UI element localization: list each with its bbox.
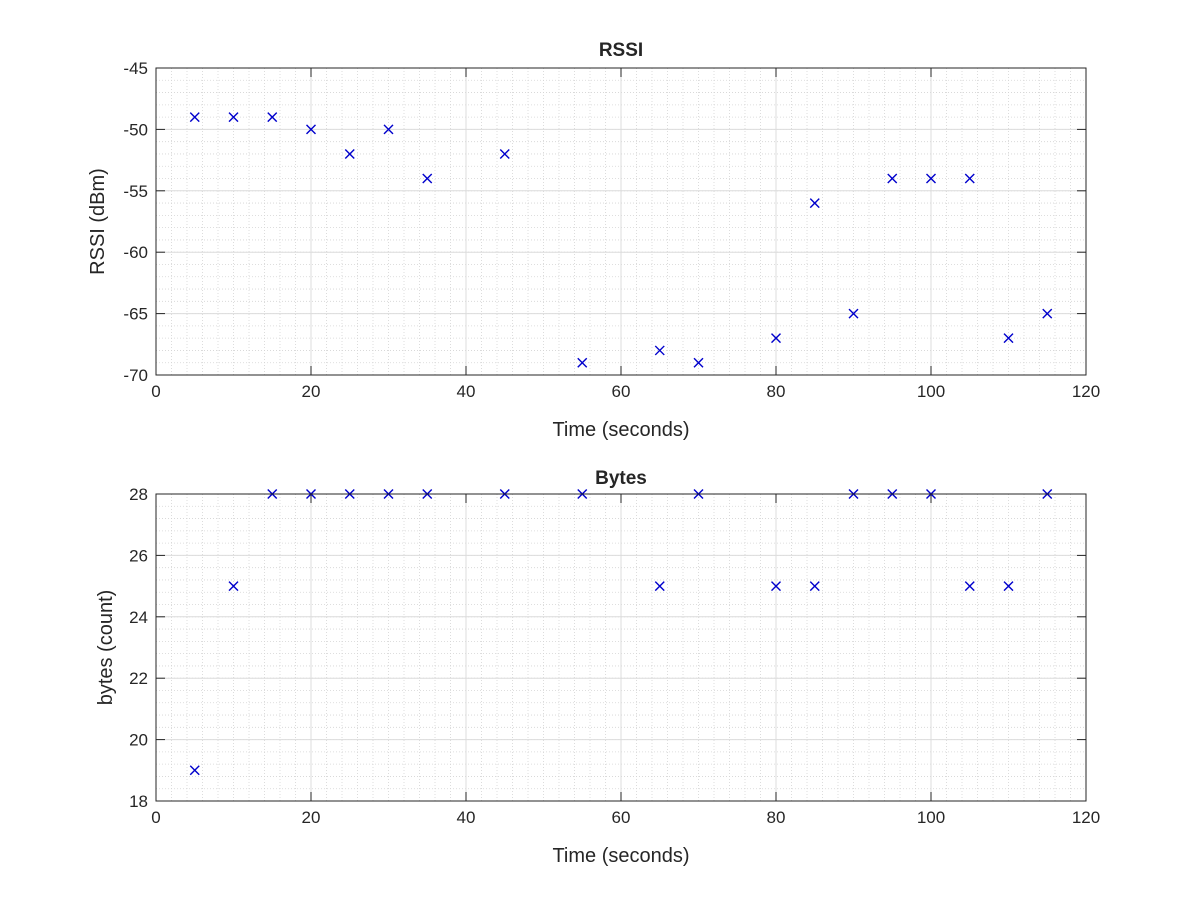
rssi-marker-stroke (189, 112, 200, 123)
bytes-data-point (654, 581, 665, 592)
rssi-data-point (964, 173, 975, 184)
rssi-y-tick-label: -60 (123, 243, 148, 262)
rssi-axes: 0 20 40 60 80 100 120 -70 -65 -60 -55 -50 -45 RSSI T… (87, 40, 1100, 441)
bytes-chart-title: Bytes (595, 468, 647, 489)
rssi-x-tick-label: 80 (767, 382, 786, 401)
rssi-ticks (155, 67, 1087, 376)
bytes-axes: 0 20 40 60 80 100 120 18 20 22 24 26 28 Bytes Time (… (95, 468, 1100, 867)
rssi-data-point (1042, 308, 1053, 319)
bytes-marker-stroke (771, 581, 781, 592)
rssi-x-tick-label: 60 (612, 382, 631, 401)
rssi-points (189, 112, 1053, 368)
rssi-marker-stroke (422, 173, 433, 184)
bytes-marker-stroke (809, 581, 820, 592)
bytes-y-tick-label: 24 (129, 608, 148, 627)
rssi-data-point (577, 357, 588, 368)
rssi-y-tick-label: -55 (123, 182, 148, 201)
bytes-ticks (155, 493, 1087, 802)
rssi-marker-stroke (848, 308, 859, 319)
rssi-y-tick-label: -45 (123, 59, 148, 78)
rssi-data-point (499, 148, 510, 159)
rssi-x-axis-label: Time (seconds) (552, 419, 689, 441)
rssi-marker-stroke (383, 124, 394, 135)
rssi-grid (155, 67, 1087, 376)
rssi-x-tick-label: 0 (151, 382, 160, 401)
rssi-data-point (926, 173, 936, 184)
bytes-y-tick-label: 26 (129, 546, 148, 565)
bytes-x-tick-label: 60 (612, 808, 631, 827)
rssi-data-point (1003, 333, 1014, 344)
bytes-data-point (189, 765, 200, 776)
rssi-data-point (383, 124, 394, 135)
rssi-marker-stroke (771, 333, 781, 344)
bytes-x-axis-label: Time (seconds) (552, 845, 689, 867)
bytes-data-point (809, 581, 820, 592)
rssi-marker-stroke (267, 112, 278, 123)
rssi-y-tick-label: -70 (123, 366, 148, 385)
bytes-tick-labels: 0 20 40 60 80 100 120 18 20 22 24 26 28 (129, 485, 1100, 827)
bytes-x-tick-label: 100 (917, 808, 945, 827)
rssi-x-tick-label: 40 (457, 382, 476, 401)
rssi-data-point (848, 308, 859, 319)
rssi-chart-title: RSSI (599, 40, 643, 61)
rssi-tick-labels: 0 20 40 60 80 100 120 -70 -65 -60 -55 -50 -45 (123, 59, 1100, 401)
bytes-grid (155, 493, 1087, 802)
rssi-data-point (306, 124, 316, 135)
bytes-y-tick-label: 22 (129, 669, 148, 688)
bytes-marker-stroke (964, 581, 975, 592)
bytes-data-point (1003, 581, 1014, 592)
bytes-marker-stroke (189, 765, 200, 776)
bytes-marker-stroke (1003, 581, 1014, 592)
rssi-x-tick-label: 20 (302, 382, 321, 401)
rssi-marker-stroke (809, 198, 820, 209)
rssi-marker-stroke (228, 112, 239, 123)
rssi-marker-stroke (499, 148, 510, 159)
rssi-y-tick-label: -65 (123, 305, 148, 324)
rssi-data-point (887, 173, 898, 184)
bytes-x-tick-label: 80 (767, 808, 786, 827)
bytes-y-tick-label: 18 (129, 792, 148, 811)
rssi-data-point (693, 357, 704, 368)
rssi-data-point (189, 112, 200, 123)
rssi-data-point (809, 198, 820, 209)
bytes-y-tick-label: 20 (129, 731, 148, 750)
bytes-x-tick-label: 20 (302, 808, 321, 827)
rssi-data-point (654, 345, 665, 356)
bytes-x-tick-label: 40 (457, 808, 476, 827)
rssi-marker-stroke (344, 148, 355, 159)
rssi-x-tick-label: 120 (1072, 382, 1100, 401)
bytes-data-point (964, 581, 975, 592)
rssi-marker-stroke (654, 345, 665, 356)
rssi-data-point (267, 112, 278, 123)
rssi-data-point (344, 148, 355, 159)
rssi-marker-stroke (577, 357, 588, 368)
rssi-marker-stroke (693, 357, 704, 368)
rssi-marker-stroke (964, 173, 975, 184)
bytes-marker-stroke (654, 581, 665, 592)
bytes-x-tick-label: 120 (1072, 808, 1100, 827)
bytes-y-axis-label: bytes (count) (95, 590, 117, 706)
rssi-data-point (422, 173, 433, 184)
rssi-marker-stroke (1003, 333, 1014, 344)
bytes-x-tick-label: 0 (151, 808, 160, 827)
rssi-y-axis-label: RSSI (dBm) (87, 168, 109, 275)
rssi-marker-stroke (306, 124, 316, 135)
rssi-x-tick-label: 100 (917, 382, 945, 401)
rssi-data-point (228, 112, 239, 123)
rssi-marker-stroke (887, 173, 898, 184)
bytes-data-point (771, 581, 781, 592)
rssi-data-point (771, 333, 781, 344)
rssi-marker-stroke (926, 173, 936, 184)
rssi-y-tick-label: -50 (123, 120, 148, 139)
bytes-y-tick-label: 28 (129, 485, 148, 504)
rssi-marker-stroke (1042, 308, 1053, 319)
bytes-marker-stroke (228, 581, 239, 592)
bytes-data-point (228, 581, 239, 592)
